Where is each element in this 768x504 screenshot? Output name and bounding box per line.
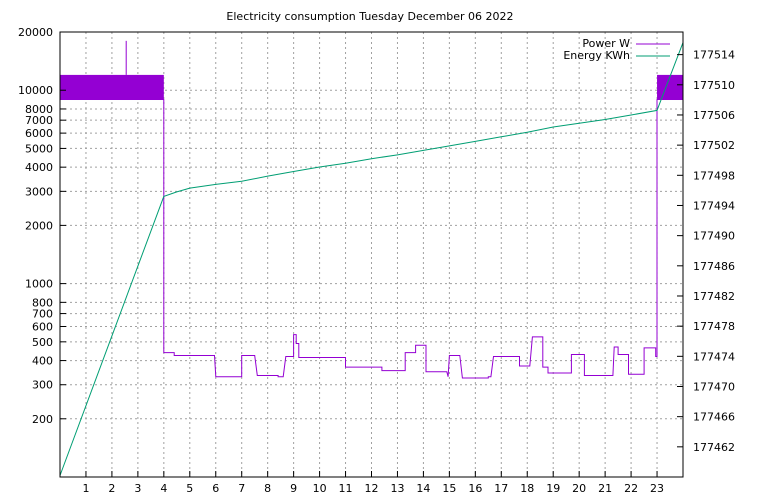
x-tick-label: 16 (468, 482, 482, 495)
x-tick-label: 19 (546, 482, 560, 495)
left-tick-label: 8000 (25, 103, 53, 116)
right-tick-label: 177466 (693, 411, 735, 424)
legend-label-energy: Energy KWh (563, 49, 630, 62)
x-tick-label: 11 (339, 482, 353, 495)
x-tick-label: 3 (134, 482, 141, 495)
x-tick-label: 22 (624, 482, 638, 495)
x-tick-label: 14 (416, 482, 430, 495)
x-tick-label: 17 (494, 482, 508, 495)
x-tick-label: 12 (365, 482, 379, 495)
x-tick-label: 13 (390, 482, 404, 495)
left-tick-label: 7000 (25, 114, 53, 127)
right-tick-label: 177498 (693, 169, 735, 182)
left-tick-label: 2000 (25, 219, 53, 232)
x-tick-label: 5 (186, 482, 193, 495)
left-tick-label: 800 (32, 296, 53, 309)
right-tick-label: 177486 (693, 260, 735, 273)
x-tick-label: 4 (160, 482, 167, 495)
x-tick-label: 6 (212, 482, 219, 495)
energy-line (59, 42, 684, 476)
left-tick-label: 3000 (25, 185, 53, 198)
right-tick-label: 177490 (693, 230, 735, 243)
x-tick-label: 21 (598, 482, 612, 495)
power-line (163, 99, 658, 379)
left-tick-label: 10000 (18, 84, 53, 97)
right-tick-label: 177482 (693, 290, 735, 303)
right-tick-label: 177514 (693, 49, 735, 62)
power-band (60, 74, 164, 101)
x-tick-label: 23 (650, 482, 664, 495)
right-tick-label: 177474 (693, 350, 735, 363)
x-tick-label: 18 (520, 482, 534, 495)
left-tick-label: 700 (32, 308, 53, 321)
left-tick-label: 5000 (25, 142, 53, 155)
right-tick-label: 177478 (693, 320, 735, 333)
power-band (657, 74, 683, 101)
x-tick-label: 2 (108, 482, 115, 495)
right-tick-label: 177470 (693, 380, 735, 393)
left-tick-label: 300 (32, 379, 53, 392)
left-tick-label: 500 (32, 336, 53, 349)
x-axis: 1 2 3 4 5 6 7 8 9 10 11 12 13 14 15 16 17 18 19 20 21 22 23 (82, 471, 664, 495)
x-tick-label: 10 (313, 482, 327, 495)
x-tick-label: 20 (572, 482, 586, 495)
right-tick-label: 177506 (693, 109, 735, 122)
x-tick-label: 8 (264, 482, 271, 495)
right-tick-label: 177510 (693, 79, 735, 92)
right-tick-label: 177502 (693, 139, 735, 152)
x-tick-label: 1 (82, 482, 89, 495)
left-tick-label: 4000 (25, 161, 53, 174)
legend-label-power: Power W (582, 37, 630, 50)
series-layer (59, 40, 684, 476)
x-tick-label: 9 (290, 482, 297, 495)
right-tick-label: 177494 (693, 199, 735, 212)
left-tick-label: 1000 (25, 278, 53, 291)
left-tick-label: 20000 (18, 26, 53, 39)
left-tick-label: 200 (32, 413, 53, 426)
right-y-axis: 177462 177466 177470 177474 177478 177482 1774… (677, 49, 735, 454)
legend: Power W Energy KWh (563, 37, 670, 62)
right-tick-label: 177462 (693, 441, 735, 454)
left-tick-label: 600 (32, 321, 53, 334)
x-tick-label: 7 (238, 482, 245, 495)
left-tick-label: 400 (32, 355, 53, 368)
chart-title: Electricity consumption Tuesday December… (226, 10, 513, 23)
left-tick-label: 6000 (25, 127, 53, 140)
x-tick-label: 15 (442, 482, 456, 495)
